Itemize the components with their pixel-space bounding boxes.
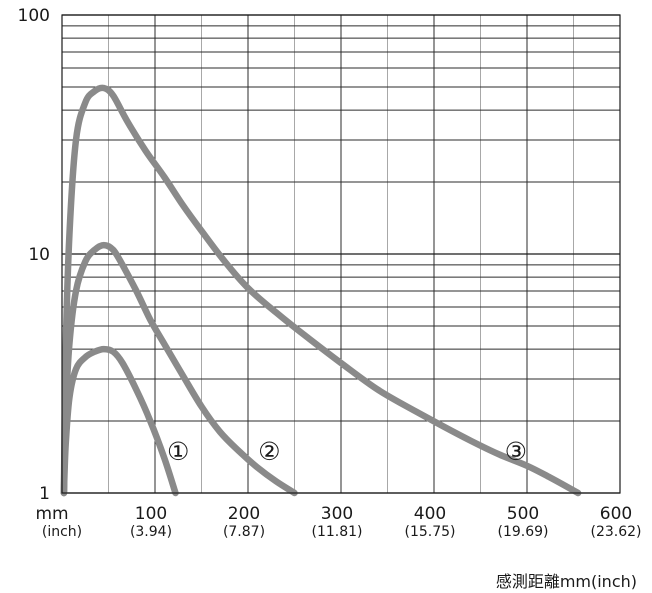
grid-layer <box>62 14 620 494</box>
y-tick-label: 100 <box>18 6 50 26</box>
x-tick-label: 300 <box>321 504 353 524</box>
x-tick-sublabel: (11.81) <box>311 524 362 540</box>
x-unit-label: mm <box>35 504 68 524</box>
y-tick-label: 10 <box>28 245 50 265</box>
x-axis-title: 感測距離mm(inch) <box>496 572 637 591</box>
series-label-1: ① <box>167 437 189 466</box>
x-tick-sublabel: (23.62) <box>590 524 641 540</box>
x-unit-alt-label: (inch) <box>42 524 82 540</box>
series-label-3: ③ <box>505 437 527 466</box>
series-layer <box>60 84 582 497</box>
y-tick-label: 1 <box>39 484 50 504</box>
x-tick-sublabel: (15.75) <box>404 524 455 540</box>
x-tick-label: 600 <box>600 504 632 524</box>
x-tick-sublabel: (7.87) <box>223 524 265 540</box>
x-tick-label: 500 <box>507 504 539 524</box>
x-tick-sublabel: (3.94) <box>130 524 172 540</box>
x-tick-label: 200 <box>228 504 260 524</box>
axis-layer: 110100100(3.94)200(7.87)300(11.81)400(15… <box>18 6 642 540</box>
plot-frame <box>61 14 621 494</box>
series-line-2 <box>60 241 298 497</box>
x-tick-sublabel: (19.69) <box>497 524 548 540</box>
series-label-2: ② <box>258 437 280 466</box>
label-layer: ① ② ③ <box>167 437 527 466</box>
x-tick-label: 100 <box>135 504 167 524</box>
x-tick-label: 400 <box>414 504 446 524</box>
series-line-3 <box>60 84 582 497</box>
